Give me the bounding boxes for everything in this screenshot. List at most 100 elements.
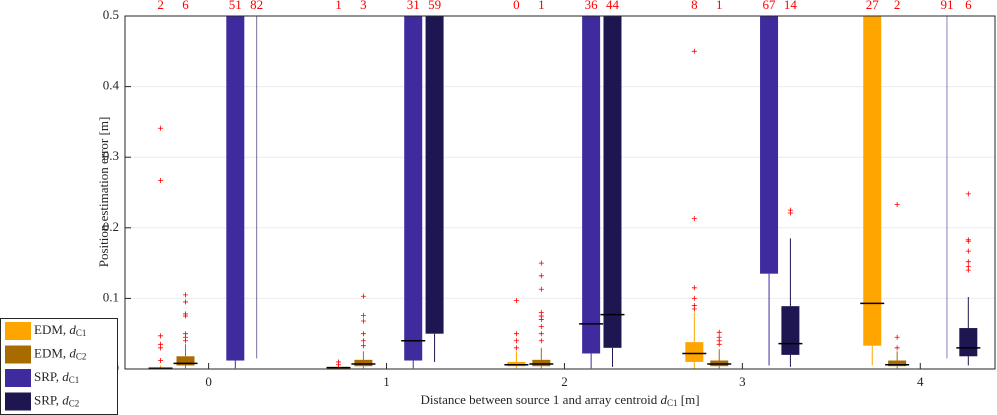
legend-swatch — [5, 392, 31, 411]
legend-swatch — [5, 322, 31, 340]
outlier — [894, 345, 900, 351]
x-tick-label: 3 — [739, 374, 746, 389]
outlier — [182, 292, 188, 298]
outlier — [538, 331, 544, 337]
x-axis-label: Distance between source 1 and array cent… — [420, 392, 699, 408]
y-tick-label: 0.4 — [103, 78, 120, 93]
outlier — [513, 338, 519, 344]
y-tick-label: 0.5 — [103, 7, 119, 22]
outlier-count: 3 — [360, 0, 367, 12]
box — [582, 16, 601, 354]
outlier — [360, 293, 366, 299]
outlier — [158, 333, 164, 339]
outlier-count: 1 — [538, 0, 545, 12]
box — [425, 16, 444, 334]
y-tick-label: 0.2 — [103, 219, 119, 234]
outlier-count: 1 — [335, 0, 342, 12]
x-tick-label: 1 — [383, 374, 390, 389]
outlier — [538, 324, 544, 330]
outlier — [538, 273, 544, 279]
y-tick-label: 0.3 — [103, 148, 119, 163]
box — [888, 360, 907, 367]
outlier — [360, 318, 366, 324]
box — [781, 306, 800, 355]
outlier — [691, 306, 697, 312]
outlier-count: 27 — [866, 0, 880, 12]
outlier — [335, 362, 341, 368]
box — [863, 16, 882, 346]
outlier — [158, 177, 164, 183]
box — [959, 328, 978, 357]
outlier — [158, 345, 164, 351]
x-tick-label: 2 — [561, 374, 568, 389]
outlier-count: 44 — [606, 0, 620, 12]
outlier-count: 91 — [940, 0, 953, 12]
outlier — [538, 260, 544, 266]
outlier-count: 0 — [513, 0, 520, 12]
y-tick-label: 0.1 — [103, 289, 119, 304]
outlier — [360, 343, 366, 349]
outlier-count: 14 — [784, 0, 798, 12]
x-axis-label-unit: [m] — [678, 392, 700, 407]
outlier — [691, 295, 697, 301]
box — [603, 16, 622, 348]
legend-name: EDM, — [34, 345, 69, 360]
outlier — [965, 267, 971, 273]
outlier — [360, 338, 366, 344]
legend-subscript: C2 — [76, 352, 87, 362]
outlier — [965, 191, 971, 197]
outlier-count: 6 — [965, 0, 972, 12]
outlier — [787, 210, 793, 216]
box — [354, 359, 373, 367]
outlier-count: 67 — [763, 0, 777, 12]
legend-symbol: d — [69, 322, 76, 337]
outlier-count: 6 — [182, 0, 189, 12]
outlier — [513, 345, 519, 351]
outlier-count: 51 — [229, 0, 242, 12]
outlier-count: 36 — [585, 0, 599, 12]
box — [226, 16, 245, 361]
box — [404, 16, 423, 361]
outlier — [965, 238, 971, 244]
legend-name: SRP, — [34, 392, 62, 407]
outlier — [158, 125, 164, 131]
legend-name: SRP, — [34, 369, 62, 384]
outlier — [965, 259, 971, 265]
outlier — [360, 312, 366, 318]
legend-subscript: C1 — [69, 375, 80, 385]
outlier — [538, 286, 544, 292]
plot-frame — [124, 15, 996, 370]
legend-symbol: d — [62, 369, 69, 384]
legend-subscript: C2 — [69, 399, 80, 409]
outlier — [182, 299, 188, 305]
legend-subscript: C1 — [76, 328, 87, 338]
outlier-count: 59 — [428, 0, 441, 12]
outlier-count: 1 — [716, 0, 723, 12]
outlier-count: 82 — [250, 0, 263, 12]
legend-symbol: d — [62, 392, 69, 407]
box — [760, 16, 779, 274]
box — [176, 356, 195, 366]
outlier — [691, 285, 697, 291]
legend-label: SRP, dC1 — [34, 369, 79, 385]
x-axis-label-text: Distance between source 1 and array cent… — [420, 392, 660, 407]
outlier — [182, 338, 188, 344]
outlier — [182, 313, 188, 319]
legend-swatch — [5, 369, 31, 387]
outlier — [538, 317, 544, 323]
outlier — [158, 358, 164, 364]
outlier-count: 2 — [894, 0, 901, 12]
box — [685, 342, 704, 362]
box — [532, 359, 551, 367]
outlier — [513, 298, 519, 304]
legend-name: EDM, — [34, 322, 69, 337]
legend-label: EDM, dC1 — [34, 322, 86, 338]
outlier — [716, 341, 722, 347]
outlier-count: 2 — [157, 0, 164, 12]
legend-swatch — [5, 345, 31, 364]
plot-area — [148, 16, 981, 369]
outlier — [360, 331, 366, 337]
outlier — [894, 202, 900, 208]
